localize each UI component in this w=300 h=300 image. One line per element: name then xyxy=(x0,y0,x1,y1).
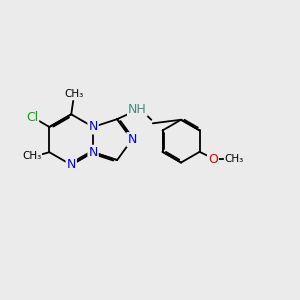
Text: CH₃: CH₃ xyxy=(225,154,244,164)
Text: N: N xyxy=(127,133,137,146)
Text: CH₃: CH₃ xyxy=(64,89,83,99)
Text: CH₃: CH₃ xyxy=(22,151,41,161)
Text: NH: NH xyxy=(128,103,147,116)
Text: O: O xyxy=(208,153,218,166)
Text: N: N xyxy=(88,121,98,134)
Text: Cl: Cl xyxy=(26,111,38,124)
Text: N: N xyxy=(88,146,98,159)
Text: N: N xyxy=(67,158,76,171)
